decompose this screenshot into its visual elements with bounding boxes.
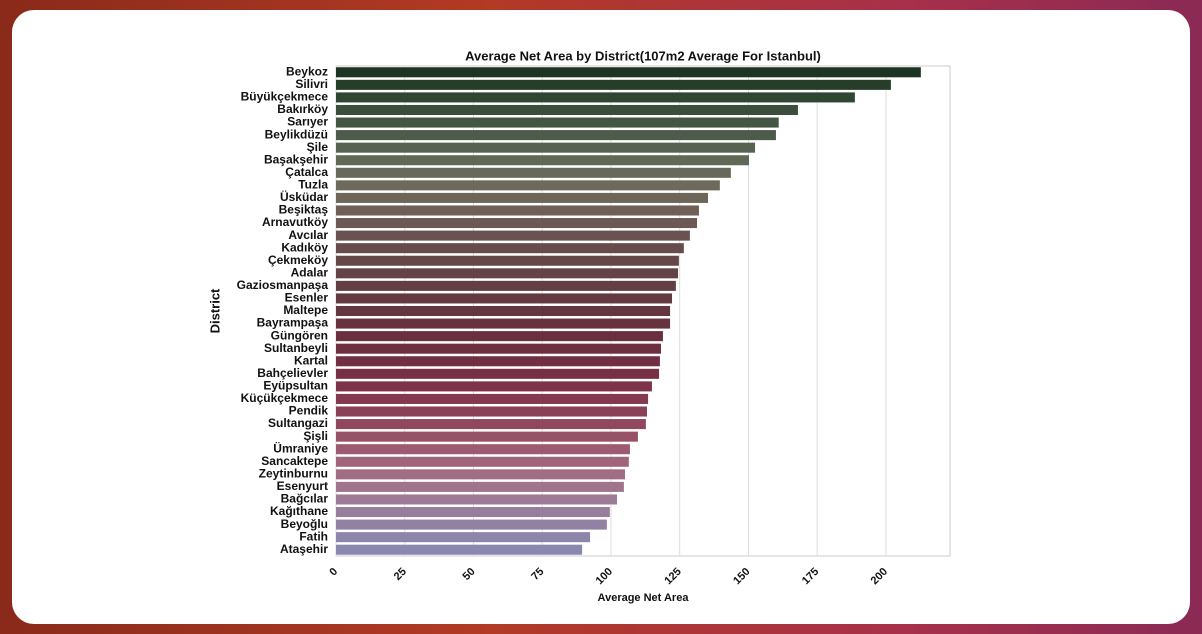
y-tick-label: Zeytinburnu [259,467,328,481]
bar [336,481,624,492]
x-axis-label: Average Net Area [598,592,690,604]
x-tick-label: 200 [869,566,890,587]
y-tick-label: Maltepe [283,303,328,317]
bar [336,218,698,229]
bar [336,167,731,178]
bar [336,230,690,241]
bar [336,393,649,404]
bar [336,456,629,467]
y-tick-label: Çekmeköy [268,253,328,267]
y-tick-label: Tuzla [298,178,328,192]
y-tick-label: Gaziosmanpaşa [237,278,329,292]
y-tick-label: Pendik [289,404,329,418]
bar [336,79,891,90]
x-tick-label: 125 [662,566,683,587]
x-tick-label: 75 [529,566,546,583]
bar [336,293,673,304]
y-tick-label: Esenyurt [277,479,328,493]
y-tick-label: Başakşehir [264,152,328,166]
bar [336,192,709,203]
bar [336,381,652,392]
bar [336,532,591,543]
y-tick-label: Üsküdar [280,189,328,204]
bar [336,205,699,216]
y-tick-label: Büyükçekmece [241,90,329,104]
bar [336,331,663,342]
bar [336,368,660,379]
bar [336,544,583,555]
y-tick-label: Beşiktaş [279,203,329,217]
y-tick-label: Ataşehir [280,542,328,556]
bar [336,519,607,530]
bar [336,280,676,291]
bar [336,343,662,354]
x-tick-label: 150 [731,566,752,587]
y-tick-label: Bahçelievler [257,366,328,380]
y-tick-label: Beyoğlu [281,517,328,531]
y-tick-label: Bayrampaşa [257,316,329,330]
bar [336,305,671,317]
bar [336,255,679,266]
bar [336,318,671,329]
y-tick-label: Güngören [271,328,328,342]
y-tick-label: Bakırköy [277,102,328,116]
bar [336,67,921,78]
y-tick-label: Silivri [295,77,328,91]
x-tick-label: 100 [594,566,615,587]
bar [336,142,756,153]
y-tick-label: Kağıthane [270,504,328,518]
y-tick-label: Beykoz [286,64,328,78]
y-axis-label: District [207,288,222,333]
y-tick-label: Sultanbeyli [264,341,328,355]
y-tick-label: Eyüpsultan [263,379,328,393]
bar [336,431,638,442]
y-tick-label: Şişli [303,429,328,443]
y-tick-label: Kadıköy [281,240,328,254]
y-tick-label: Adalar [291,265,329,279]
y-tick-label: Ümraniye [273,440,328,455]
y-tick-label: Sultangazi [268,416,328,430]
bar [336,92,855,103]
bar [336,155,749,166]
bar [336,268,679,279]
bar [336,444,630,455]
x-tick-label: 25 [392,566,409,583]
y-tick-label: Bağcılar [281,492,329,506]
bar [336,469,625,480]
x-tick-label: 50 [461,566,478,583]
x-tick-label: 0 [327,566,340,579]
bar [336,507,610,518]
bar [336,494,618,505]
bar [336,130,776,141]
y-tick-label: Kartal [294,353,328,367]
y-tick-label: Sarıyer [287,115,328,129]
bar [336,243,684,254]
chart-title: Average Net Area by District(107m2 Avera… [465,48,821,63]
bar [336,406,647,417]
y-tick-label: Çatalca [285,165,328,179]
y-tick-label: Avcılar [288,228,328,242]
y-tick-label: Esenler [285,291,329,305]
y-tick-label: Fatih [299,529,328,543]
bar [336,180,720,191]
y-tick-label: Arnavutköy [262,215,328,229]
bar [336,419,646,430]
y-tick-label: Sancaktepe [261,454,328,468]
y-tick-label: Beylikdüzü [265,127,328,141]
bar [336,356,660,367]
y-tick-label: Küçükçekmece [241,391,329,405]
y-tick-label: Şile [307,140,329,154]
bar [336,104,798,115]
bar [336,117,779,128]
x-tick-label: 175 [800,566,821,587]
